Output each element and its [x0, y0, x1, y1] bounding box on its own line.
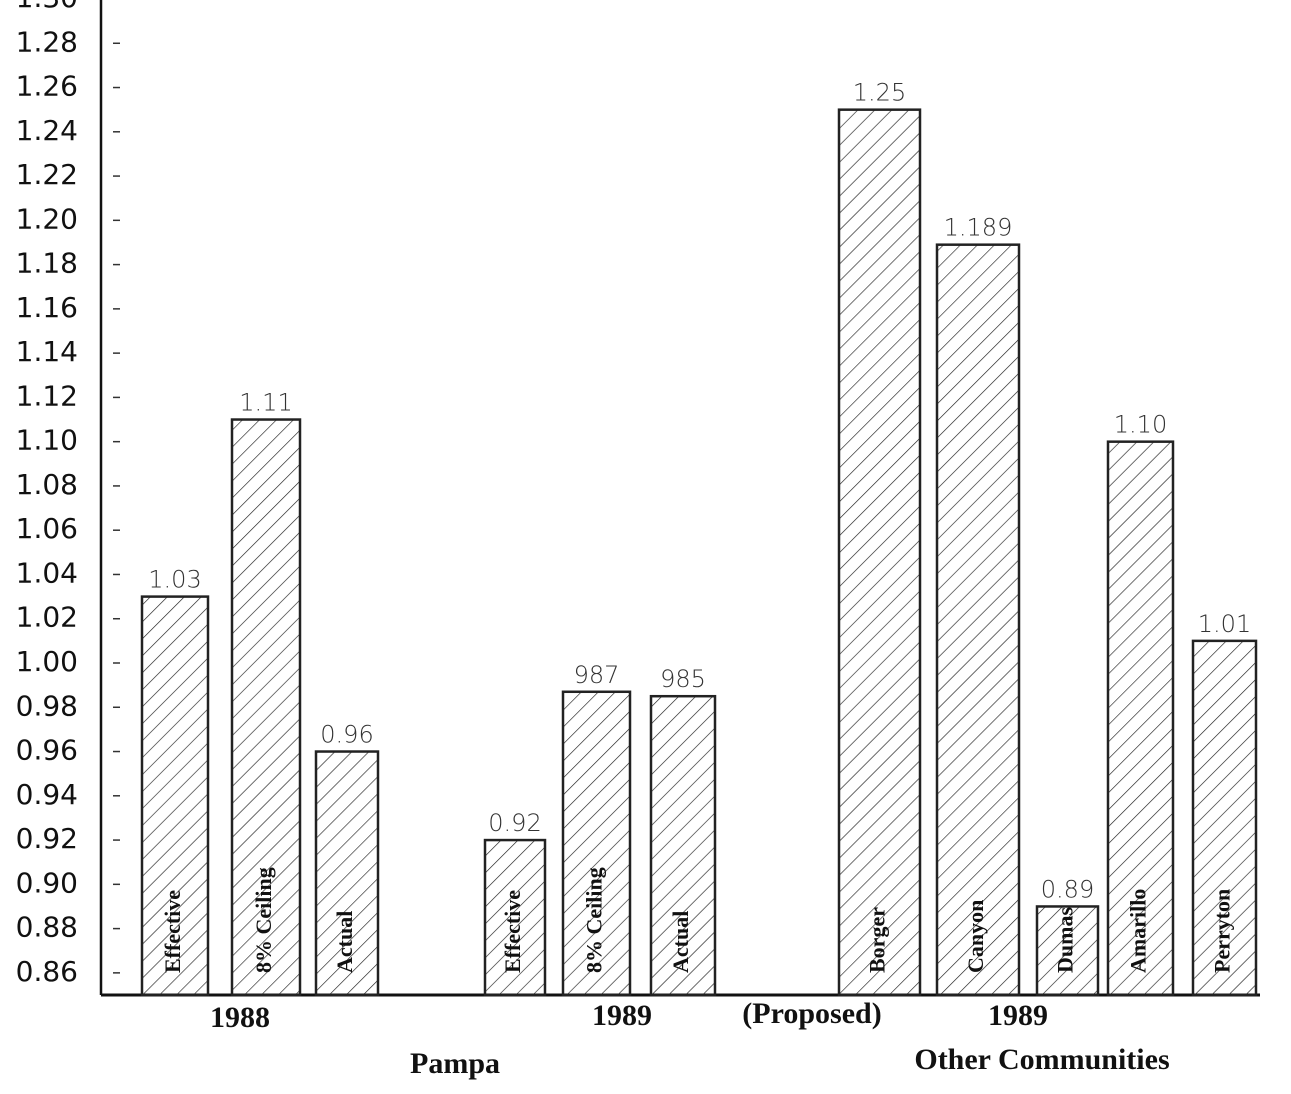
y-tick-label: 0.94: [16, 778, 78, 811]
bar: [230, 418, 302, 997]
bar-category-label: Actual: [668, 911, 693, 973]
y-tick-label: 0.96: [16, 734, 78, 767]
value-label: 1.25: [853, 79, 906, 107]
y-tick-label: 1.10: [16, 424, 78, 457]
bar-category-label: 8% Ceiling: [251, 867, 276, 973]
bar-category-label: Borger: [865, 907, 890, 973]
value-label: 1.03: [148, 566, 201, 594]
bar: [483, 838, 547, 997]
y-tick-label: 1.22: [16, 158, 78, 191]
group-label: (Proposed): [742, 997, 881, 1030]
value-label: 0.96: [320, 721, 373, 749]
group-label: Other Communities: [914, 1043, 1169, 1076]
bar: [649, 694, 717, 997]
y-tick-label: 0.92: [16, 822, 78, 855]
bar: [1106, 440, 1175, 997]
y-tick-label: 0.90: [16, 866, 78, 899]
bar: [1191, 639, 1258, 997]
y-tick-label: 1.00: [16, 645, 78, 678]
y-tick-label: 1.12: [16, 379, 78, 412]
bar: [561, 690, 632, 997]
y-tick-label: 1.04: [16, 556, 78, 589]
group-label: 1989: [592, 999, 652, 1032]
bar-category-label: Canyon: [963, 900, 988, 973]
bar-category-label: Amarillo: [1126, 889, 1151, 973]
bar-category-label: Perryton: [1210, 889, 1235, 973]
bar: [837, 108, 922, 997]
value-label: 1.10: [1114, 411, 1167, 439]
bar: [314, 750, 380, 997]
bar-category-label: Actual: [332, 911, 357, 973]
value-label: 985: [660, 665, 706, 693]
group-label: 1988: [210, 1001, 270, 1034]
bar: [140, 595, 210, 997]
bar: [1035, 905, 1100, 997]
y-tick-label: 1.28: [16, 25, 78, 58]
value-label: 987: [574, 661, 620, 689]
y-tick-label: 1.30: [16, 0, 78, 14]
y-tick-label: 1.16: [16, 291, 78, 324]
value-label: 0.92: [488, 809, 541, 837]
value-label: 1.01: [1198, 610, 1251, 638]
y-tick-label: 1.20: [16, 202, 78, 235]
bar-category-label: Effective: [500, 890, 525, 973]
y-tick-label: 1.18: [16, 247, 78, 280]
y-tick-label: 0.98: [16, 689, 78, 722]
value-label: 1.11: [239, 389, 292, 417]
group-label: 1989: [988, 999, 1048, 1032]
bar: [935, 243, 1021, 997]
y-tick-label: 0.88: [16, 911, 78, 944]
value-label: 1.189: [944, 214, 1013, 242]
bar-category-label: Effective: [160, 890, 185, 973]
y-tick-label: 0.86: [16, 955, 78, 988]
bar-category-label: 8% Ceiling: [582, 867, 607, 973]
group-label: Pampa: [410, 1047, 500, 1080]
y-tick-label: 1.26: [16, 70, 78, 103]
bar-category-label: Dumas: [1053, 907, 1078, 973]
y-tick-label: 1.06: [16, 512, 78, 545]
y-tick-label: 1.08: [16, 468, 78, 501]
y-tick-label: 1.02: [16, 601, 78, 634]
value-label: 0.89: [1041, 875, 1094, 903]
y-tick-label: 1.14: [16, 335, 78, 368]
y-tick-label: 1.24: [16, 114, 78, 147]
